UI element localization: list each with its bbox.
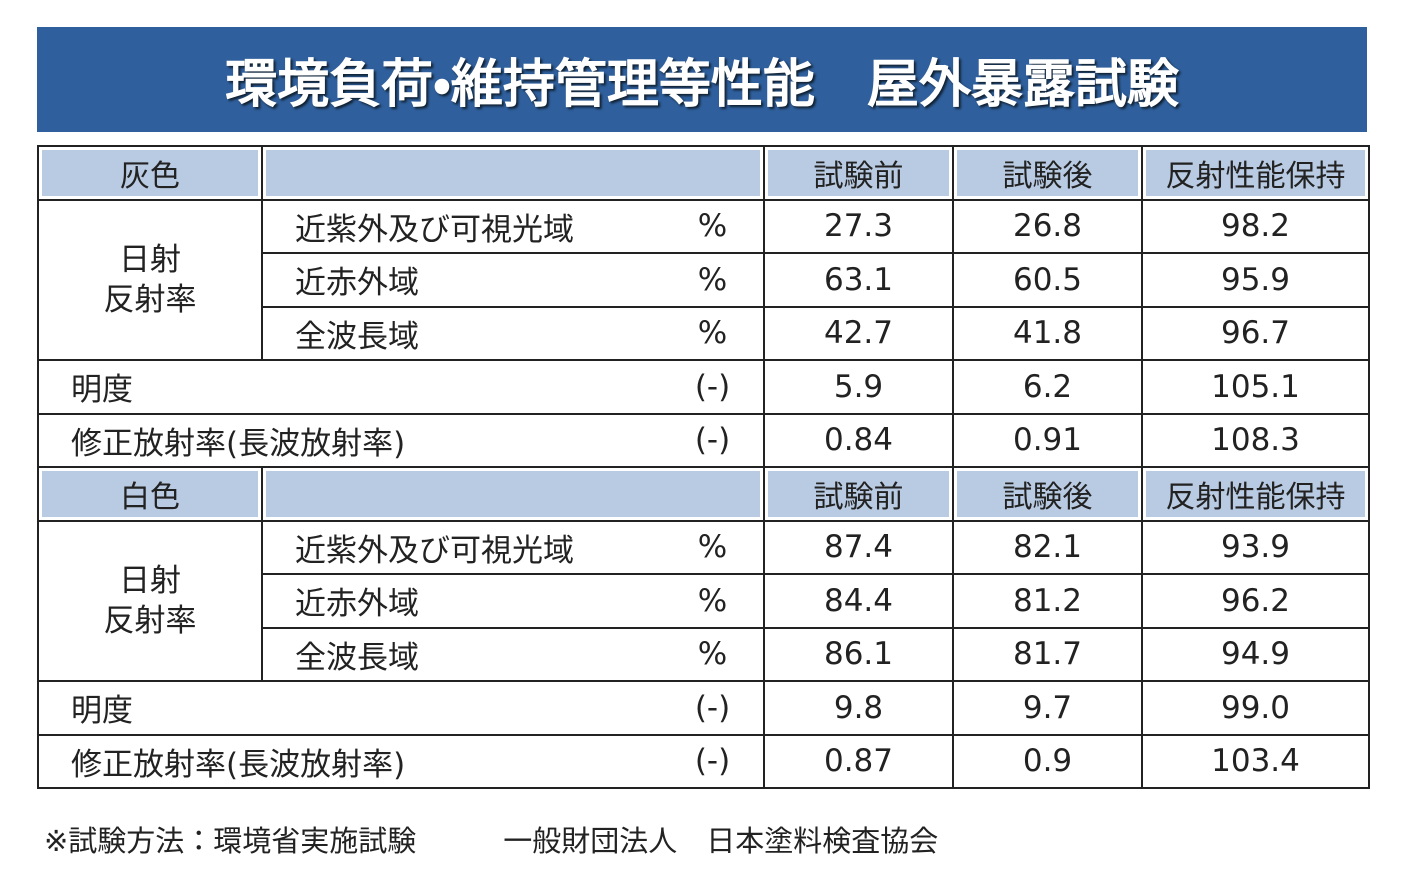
value: 9.7 [952,680,1143,736]
value: 81.2 [952,573,1143,629]
value: 0.91 [952,412,1143,468]
value: 6.2 [952,359,1143,415]
column-header: 試験後 [952,145,1143,201]
footnote: ※試験方法：環境省実施試験 一般財団法人 日本塗料検査協会 [44,824,939,858]
title: 環境負荷・維持管理等性能 屋外暴露試験 [225,55,1179,115]
data-row: 日射 反射率 近紫外及び可視光域% 27.3 26.8 98.2 [37,198,1370,361]
value: 9.8 [763,680,954,736]
header-blank [261,466,765,522]
unit: % [662,519,765,575]
header-row: 白色 試験前 試験後 反射性能保持 [37,466,1370,522]
unit: (-) [662,733,765,789]
row-label: 全波長域 [261,305,662,361]
data-row: 修正放射率(長波放射率) (-) 0.87 0.9 103.4 [37,733,1370,789]
value: 87.4 [763,519,954,575]
value: 0.87 [763,733,954,789]
header-row: 灰色 試験前 試験後 反射性能保持 [37,145,1370,201]
unit: % [662,626,765,682]
unit: % [662,252,765,308]
value: 95.9 [1141,252,1370,308]
table-body: 灰色 試験前 試験後 反射性能保持 日射 反射率 近紫外及び可視光域% 27.3 26.8 98.… [37,145,1370,789]
title-banner: 環境負荷・維持管理等性能 屋外暴露試験 [37,27,1367,132]
value: 84.4 [763,573,954,629]
value: 103.4 [1141,733,1370,789]
row-label: 近紫外及び可視光域 [261,519,662,575]
value: 41.8 [952,305,1143,361]
value: 26.8 [952,198,1143,254]
data-row: 明度 (-) 9.8 9.7 99.0 [37,680,1370,736]
group-label-line: 反射率 [103,281,197,318]
row-label: 近赤外域 [261,252,662,308]
data-row: 全波長域% 42.7 41.8 96.7 [38,305,1370,361]
group-label-line: 日射 [119,241,181,278]
column-header: 試験後 [952,466,1143,522]
group-label: 日射 反射率 [37,198,263,361]
column-header: 反射性能保持 [1141,466,1370,522]
value: 93.9 [1141,519,1370,575]
value: 82.1 [952,519,1143,575]
row-label: 修正放射率(長波放射率) [37,733,662,789]
header-blank [261,145,765,201]
unit: % [662,573,765,629]
value: 0.9 [952,733,1143,789]
value: 86.1 [763,626,954,682]
value: 0.84 [763,412,954,468]
value: 5.9 [763,359,954,415]
unit: (-) [662,359,765,415]
value: 42.7 [763,305,954,361]
unit: % [662,198,765,254]
column-header: 反射性能保持 [1141,145,1370,201]
data-row: 全波長域% 86.1 81.7 94.9 [38,626,1370,682]
section-name: 灰色 [37,145,263,201]
value: 94.9 [1141,626,1370,682]
data-row: 近赤外域% 63.1 60.5 95.9 [38,252,1370,308]
group-label-line: 反射率 [103,602,197,639]
value: 96.2 [1141,573,1370,629]
data-row: 修正放射率(長波放射率) (-) 0.84 0.91 108.3 [37,412,1370,468]
value: 27.3 [763,198,954,254]
row-label: 明度 [37,359,662,415]
unit: (-) [662,680,765,736]
data-table: 灰色 試験前 試験後 反射性能保持 日射 反射率 近紫外及び可視光域% 27.3 26.8 98.… [37,145,1370,789]
row-label: 明度 [37,680,662,736]
data-row: 日射 反射率 近紫外及び可視光域% 87.4 82.1 93.9 [37,519,1370,682]
value: 81.7 [952,626,1143,682]
unit: (-) [662,412,765,468]
unit: % [662,305,765,361]
data-row: 近赤外域% 84.4 81.2 96.2 [38,573,1370,629]
value: 63.1 [763,252,954,308]
row-label: 近赤外域 [261,573,662,629]
row-label: 近紫外及び可視光域 [261,198,662,254]
value: 108.3 [1141,412,1370,468]
value: 96.7 [1141,305,1370,361]
column-header: 試験前 [763,466,954,522]
data-row: 明度 (-) 5.9 6.2 105.1 [37,359,1370,415]
group-label: 日射 反射率 [37,519,263,682]
section-name: 白色 [37,466,263,522]
value: 105.1 [1141,359,1370,415]
row-label: 修正放射率(長波放射率) [37,412,662,468]
value: 99.0 [1141,680,1370,736]
row-label: 全波長域 [261,626,662,682]
value: 98.2 [1141,198,1370,254]
group-label-line: 日射 [119,562,181,599]
column-header: 試験前 [763,145,954,201]
value: 60.5 [952,252,1143,308]
